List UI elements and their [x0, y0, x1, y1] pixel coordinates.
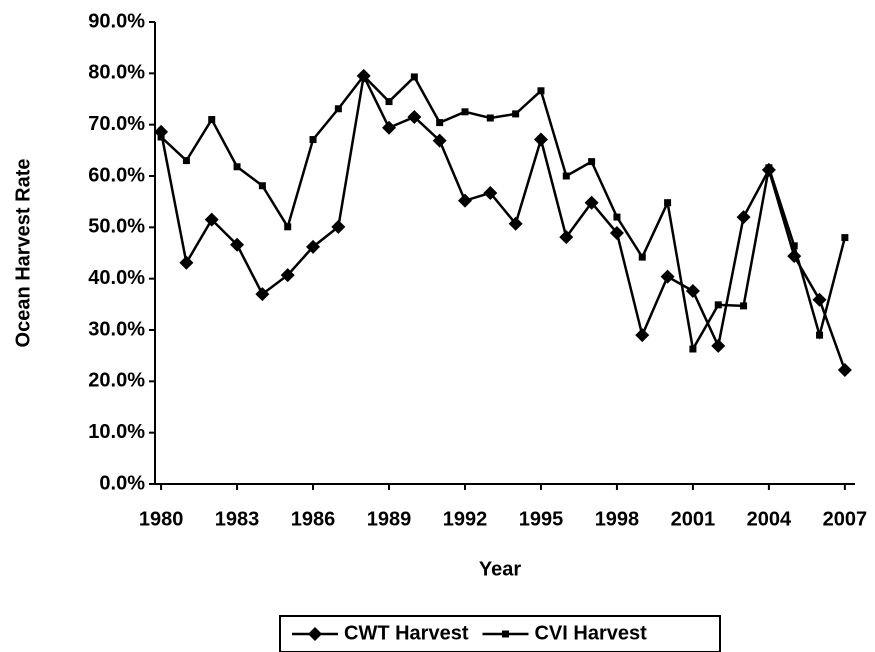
marker [559, 230, 574, 245]
marker [331, 219, 346, 234]
y-tick-label: 10.0% [88, 421, 145, 443]
y-tick-label: 50.0% [88, 216, 145, 238]
marker [501, 630, 509, 638]
y-tick-label: 40.0% [88, 267, 145, 289]
x-tick-label: 1983 [215, 508, 260, 530]
marker [385, 98, 393, 106]
marker [740, 302, 748, 310]
marker [689, 345, 697, 353]
marker [765, 164, 773, 172]
marker [837, 363, 852, 378]
marker [816, 331, 824, 339]
x-tick-label: 1980 [139, 508, 184, 530]
y-tick-label: 0.0% [99, 472, 145, 494]
marker [284, 223, 292, 231]
x-tick-label: 2001 [671, 508, 716, 530]
y-tick-label: 20.0% [88, 370, 145, 392]
y-tick-label: 60.0% [88, 164, 145, 186]
marker [157, 133, 165, 141]
x-tick-label: 2004 [747, 508, 792, 530]
y-tick-label: 70.0% [88, 113, 145, 135]
legend-label: CWT Harvest [344, 622, 469, 644]
marker [204, 212, 219, 227]
marker [255, 287, 270, 302]
y-axis-label: Ocean Harvest Rate [12, 159, 34, 348]
marker [382, 120, 397, 135]
marker [613, 213, 621, 221]
marker [711, 338, 726, 353]
marker [660, 269, 675, 284]
marker [410, 73, 418, 81]
marker [486, 114, 494, 122]
marker [562, 172, 570, 180]
marker [233, 163, 241, 171]
marker [537, 87, 545, 95]
marker [638, 253, 646, 261]
y-tick-label: 80.0% [88, 62, 145, 84]
x-tick-label: 2007 [823, 508, 868, 530]
marker [230, 237, 245, 252]
marker [179, 255, 194, 270]
marker [841, 234, 849, 242]
marker [308, 627, 322, 641]
marker [736, 210, 751, 225]
marker [609, 225, 624, 240]
marker [182, 157, 190, 165]
marker [483, 185, 498, 200]
series-line [160, 74, 847, 353]
marker [280, 268, 295, 283]
marker [512, 110, 520, 118]
marker [407, 109, 422, 124]
y-tick-label: 90.0% [88, 10, 145, 32]
y-tick-label: 30.0% [88, 318, 145, 340]
marker [461, 108, 469, 116]
marker [306, 239, 321, 254]
marker [812, 292, 827, 307]
marker [432, 133, 447, 148]
x-axis-label: Year [479, 558, 521, 580]
marker [533, 132, 548, 147]
x-tick-label: 1995 [519, 508, 564, 530]
legend-label: CVI Harvest [534, 622, 647, 644]
marker [208, 116, 216, 124]
series-line [159, 71, 847, 371]
marker [334, 105, 342, 113]
x-tick-label: 1989 [367, 508, 412, 530]
marker [508, 216, 523, 231]
marker [584, 195, 599, 210]
marker [309, 136, 317, 144]
x-tick-label: 1986 [291, 508, 336, 530]
marker [790, 242, 798, 250]
marker [685, 283, 700, 298]
marker [457, 193, 472, 208]
marker [436, 119, 444, 127]
marker [714, 301, 722, 309]
marker [635, 328, 650, 343]
marker [588, 158, 596, 166]
x-tick-label: 1998 [595, 508, 640, 530]
marker [664, 199, 672, 207]
marker [258, 182, 266, 190]
marker [360, 72, 368, 80]
x-tick-label: 1992 [443, 508, 488, 530]
